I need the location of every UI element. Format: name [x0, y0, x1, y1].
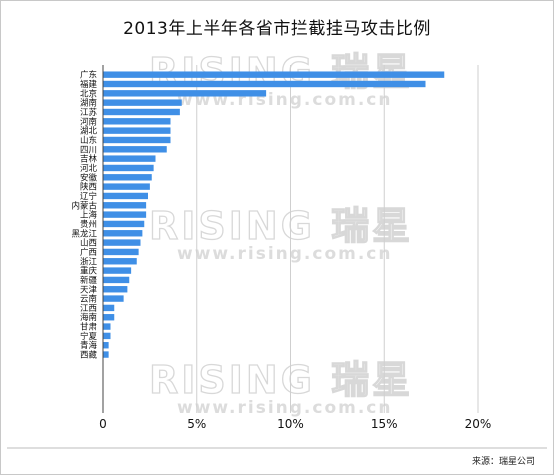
category-label-天津: 天津 [80, 284, 98, 295]
bar-广东 [103, 71, 445, 78]
bar-江西 [103, 304, 115, 312]
category-label-河南: 河南 [80, 116, 97, 127]
category-label-上海: 上海 [80, 210, 98, 221]
bar-广西 [103, 248, 139, 256]
category-label-西藏: 西藏 [80, 350, 98, 361]
bar-陕西 [103, 183, 150, 190]
bar-四川 [103, 146, 167, 153]
bar-西藏 [103, 351, 109, 358]
x-tick-label-5: 5% [187, 417, 206, 431]
category-label-北京: 北京 [80, 88, 97, 99]
category-label-广东: 广东 [80, 70, 97, 81]
category-label-内蒙古: 内蒙古 [71, 200, 97, 211]
category-label-山西: 山西 [80, 238, 97, 249]
x-tick-label-15: 15% [371, 417, 398, 431]
category-label-广西: 广西 [80, 247, 97, 258]
category-label-新疆: 新疆 [80, 275, 98, 286]
category-label-陕西: 陕西 [80, 182, 97, 193]
bar-吉林 [103, 155, 156, 162]
bar-青海 [103, 342, 109, 349]
bar-海南 [103, 314, 115, 321]
category-label-黑龙江: 黑龙江 [71, 228, 97, 239]
watermark-logo-2: RISING 瑞星 [149, 358, 413, 402]
category-label-云南: 云南 [80, 294, 97, 305]
category-label-河北: 河北 [80, 163, 98, 174]
bar-宁夏 [103, 332, 111, 340]
category-label-江西: 江西 [80, 304, 97, 314]
category-label-江苏: 江苏 [80, 107, 98, 118]
bar-福建 [103, 80, 426, 88]
x-tick-label-20: 20% [465, 417, 492, 431]
chart-title: 2013年上半年各省市拦截挂马攻击比例 [123, 19, 431, 39]
x-tick-label-10: 10% [277, 417, 304, 431]
x-tick-label-0: 0 [99, 417, 107, 431]
bar-上海 [103, 211, 147, 218]
bar-山东 [103, 136, 171, 144]
category-label-山东: 山东 [80, 135, 97, 146]
category-label-重庆: 重庆 [80, 266, 98, 277]
category-label-浙江: 浙江 [80, 256, 98, 267]
category-label-海南: 海南 [80, 312, 97, 323]
category-label-甘肃: 甘肃 [80, 322, 98, 333]
bar-江苏 [103, 108, 180, 116]
bar-浙江 [103, 258, 137, 265]
bar-山西 [103, 239, 141, 246]
bar-湖北 [103, 127, 171, 134]
source-note: 来源：瑞星公司 [471, 457, 535, 467]
bar-安徽 [103, 174, 152, 181]
bar-天津 [103, 286, 128, 293]
category-label-四川: 四川 [80, 145, 97, 155]
category-label-吉林: 吉林 [80, 154, 98, 165]
watermark-url-1: www.rising.com.cn [177, 244, 392, 264]
watermark-logo-1: RISING 瑞星 [149, 204, 413, 248]
bar-重庆 [103, 267, 132, 274]
category-label-贵州: 贵州 [80, 219, 97, 230]
bar-新疆 [103, 276, 130, 284]
watermark-url-2: www.rising.com.cn [177, 398, 392, 418]
bar-内蒙古 [103, 202, 147, 209]
category-label-辽宁: 辽宁 [80, 191, 97, 202]
category-label-宁夏: 宁夏 [80, 331, 98, 342]
bar-辽宁 [103, 192, 148, 200]
bar-北京 [103, 90, 267, 97]
category-label-安徽: 安徽 [80, 172, 98, 183]
category-label-湖北: 湖北 [80, 127, 98, 137]
bar-贵州 [103, 220, 145, 228]
bar-湖南 [103, 99, 182, 106]
category-label-福建: 福建 [80, 79, 98, 90]
bar-云南 [103, 295, 124, 302]
bar-河北 [103, 164, 154, 172]
bar-黑龙江 [103, 230, 143, 237]
bar-河南 [103, 118, 171, 125]
category-label-青海: 青海 [80, 340, 98, 351]
bar-甘肃 [103, 323, 111, 330]
category-label-湖南: 湖南 [80, 98, 97, 109]
